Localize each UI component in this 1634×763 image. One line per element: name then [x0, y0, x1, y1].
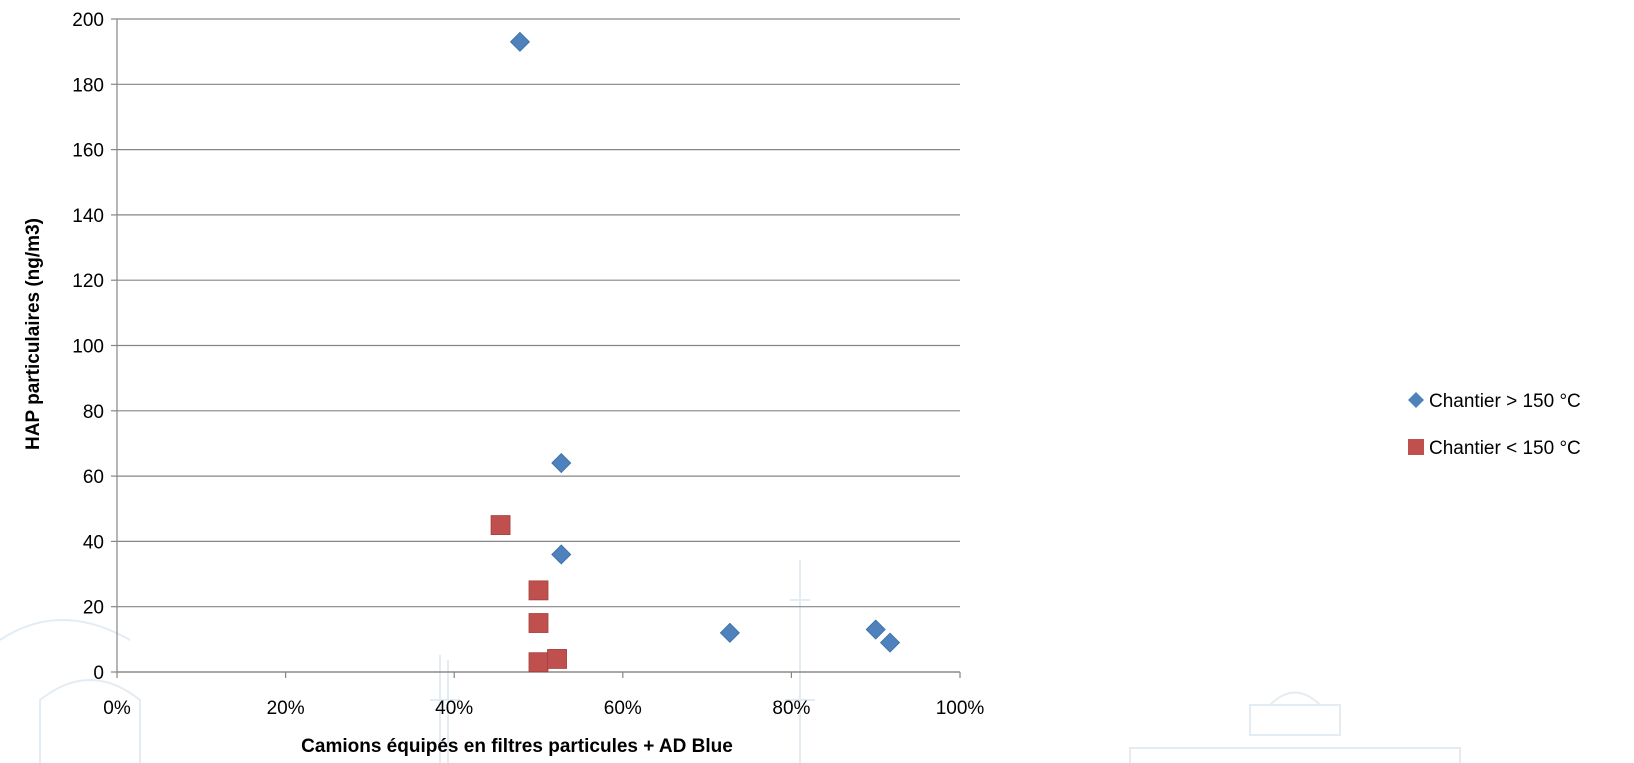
legend: Chantier > 150 °C Chantier < 150 °C: [1408, 391, 1581, 459]
y-tick-label: 140: [72, 206, 104, 227]
watermark-tower-shape: [785, 560, 815, 763]
data-point-square: [490, 515, 511, 535]
legend-label: Chantier < 150 °C: [1429, 438, 1581, 459]
watermark-gate-base-shape: [1129, 747, 1461, 763]
y-tick-label: 120: [72, 271, 104, 292]
watermark-arch-shape: [39, 679, 141, 763]
x-tick-label: 80%: [772, 698, 810, 719]
tick-labels: 0 20 40 60 80 100 120 140 160 180 200 0% 20% 40% 60% 80…: [72, 10, 984, 719]
x-tick-label: 60%: [604, 698, 642, 719]
watermark-spire-shape: [430, 655, 460, 763]
data-point-square: [547, 649, 567, 669]
y-tick-label: 200: [72, 10, 104, 31]
data-point-square: [528, 580, 549, 601]
x-tick-label: 100%: [936, 698, 985, 719]
y-tick-label: 100: [72, 337, 104, 358]
x-tick-label: 0%: [103, 698, 131, 719]
data-point-square: [528, 652, 549, 673]
gridlines: [117, 18, 960, 673]
watermark-curve-shape: [0, 619, 131, 641]
x-tick-label: 40%: [435, 698, 473, 719]
x-axis-title: Camions équipés en filtres particules + …: [301, 736, 733, 757]
axes: [111, 18, 961, 678]
legend-marker-square: [1408, 439, 1424, 455]
legend-marker-diamond: [1408, 392, 1424, 408]
y-tick-label: 0: [93, 663, 104, 684]
data-point-diamond: [551, 544, 572, 565]
y-tick-label: 80: [83, 402, 104, 423]
y-axis-title: HAP particulaires (ng/m3): [23, 218, 44, 450]
data-point-diamond: [865, 619, 886, 640]
data-point-diamond: [879, 632, 901, 653]
legend-label: Chantier > 150 °C: [1429, 391, 1581, 412]
background-watermark: [0, 560, 1461, 763]
y-tick-label: 20: [83, 598, 104, 619]
y-tick-label: 60: [83, 467, 104, 488]
watermark-quadriga-shape: [1269, 691, 1321, 706]
data-point-diamond: [719, 622, 740, 643]
data-points: [490, 31, 901, 673]
y-tick-label: 180: [72, 75, 104, 96]
data-point-diamond: [551, 452, 572, 474]
x-tick-label: 20%: [267, 698, 305, 719]
data-point-square: [528, 613, 549, 633]
y-tick-label: 40: [83, 532, 104, 553]
watermark-gate-top-shape: [1249, 704, 1341, 736]
y-tick-label: 160: [72, 141, 104, 162]
data-point-diamond: [509, 31, 531, 52]
